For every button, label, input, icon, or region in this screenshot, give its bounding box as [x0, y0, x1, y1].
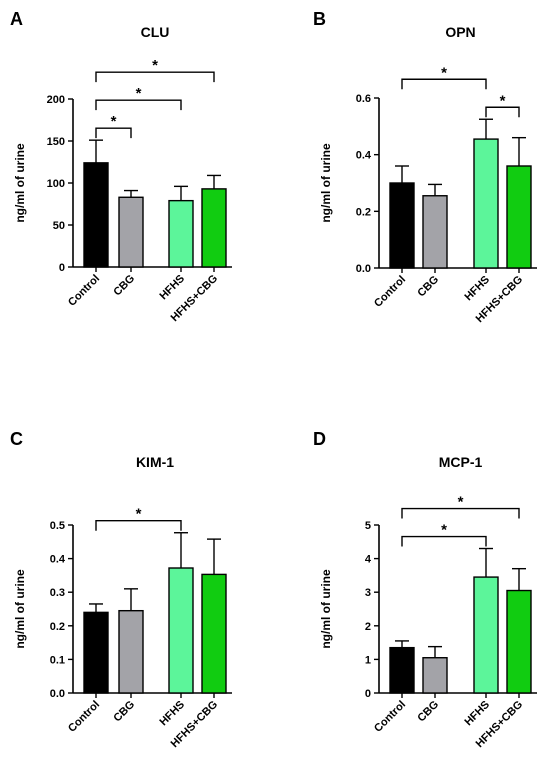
significance-star: * [111, 113, 117, 130]
significance-star: * [500, 92, 506, 109]
y-tick-label: 5 [365, 520, 371, 532]
y-axis-label: ng/ml of urine [13, 143, 27, 223]
bar-cbg [422, 657, 448, 694]
panel-letter: B [313, 9, 326, 29]
x-tick-label: HFHS [462, 699, 492, 729]
bar-control [83, 162, 109, 268]
y-tick-label: 0 [365, 688, 371, 700]
bar-hfhs [168, 567, 194, 694]
significance-bracket [95, 520, 182, 531]
x-tick-label: HFHS [157, 273, 187, 303]
y-tick-label: 4 [365, 554, 372, 566]
significance-star: * [458, 494, 464, 511]
chart-title: OPN [445, 24, 475, 40]
panel-b: B OPN ng/ml of urine 0.0 0.2 0.4 0.6 Control CBG… [313, 9, 537, 325]
y-tick-label: 200 [47, 94, 65, 106]
x-tick-label: CBG [415, 274, 441, 300]
chart-title: CLU [141, 24, 170, 40]
y-tick-label: 0.2 [356, 206, 371, 218]
bar-cbg [118, 609, 144, 694]
significance-star: * [441, 64, 447, 81]
significance-star: * [441, 522, 447, 539]
y-axis-label: ng/ml of urine [319, 143, 333, 223]
significance-star: * [152, 57, 158, 74]
y-tick-label: 0.2 [50, 621, 65, 633]
chart-title: MCP-1 [439, 454, 483, 470]
significance-star: * [136, 85, 142, 102]
x-tick-label: Control [66, 699, 102, 735]
y-tick-label: 1 [365, 654, 371, 666]
bar-hfhs [168, 199, 194, 268]
bar-control [83, 611, 109, 694]
panel-a: A CLU ng/ml of urine 0 50 100 150 200 Control CBG… [10, 9, 232, 324]
panel-letter: D [313, 429, 326, 449]
chart-title: KIM-1 [136, 454, 174, 470]
x-tick-label: Control [372, 274, 408, 310]
x-tick-label: HFHS [462, 274, 492, 304]
y-tick-label: 2 [365, 621, 371, 633]
bar-hfhs-cbg [506, 589, 532, 694]
y-tick-label: 0.5 [50, 520, 65, 532]
significance-bracket [401, 78, 487, 90]
bar-cbg [422, 195, 448, 269]
bar-hfhs-cbg [201, 188, 227, 268]
bar-control [389, 646, 415, 694]
bar-control [389, 182, 415, 269]
x-tick-label: CBG [111, 699, 137, 725]
y-tick-label: 0.1 [50, 654, 65, 666]
x-tick-label: Control [66, 273, 102, 309]
bar-hfhs [473, 138, 499, 269]
y-tick-label: 50 [53, 220, 65, 232]
significance-bracket [401, 535, 487, 547]
significance-star: * [136, 506, 142, 523]
y-tick-label: 0.0 [356, 263, 371, 275]
x-tick-label: Control [372, 699, 408, 735]
y-axis-label: ng/ml of urine [13, 569, 27, 649]
y-tick-label: 0.4 [356, 150, 372, 162]
y-axis-label: ng/ml of urine [319, 569, 333, 649]
panel-letter: C [10, 429, 23, 449]
y-tick-label: 150 [47, 136, 65, 148]
y-tick-label: 3 [365, 587, 371, 599]
significance-bracket [95, 71, 215, 83]
y-tick-label: 0.6 [356, 93, 371, 105]
x-tick-label: CBG [111, 273, 137, 299]
panel-d: D MCP-1 ng/ml of urine 0 1 2 3 4 5 Control CBG HFHS… [313, 429, 537, 750]
significance-bracket [485, 106, 520, 118]
panel-c: C KIM-1 ng/ml of urine 0.0 0.1 0.2 0.3 0.4 0.5 Co… [10, 429, 232, 750]
y-tick-label: 100 [47, 178, 65, 190]
y-tick-label: 0.4 [50, 554, 66, 566]
bar-hfhs-cbg [201, 573, 227, 694]
y-tick-label: 0 [59, 262, 65, 274]
bar-cbg [118, 196, 144, 268]
significance-bracket [95, 99, 182, 111]
y-tick-label: 0.0 [50, 688, 65, 700]
x-tick-label: CBG [415, 699, 441, 725]
significance-bracket [401, 507, 520, 519]
x-tick-label: HFHS [157, 699, 187, 729]
panel-letter: A [10, 9, 23, 29]
bar-hfhs-cbg [506, 165, 532, 269]
significance-bracket [95, 127, 132, 139]
bar-hfhs [473, 576, 499, 694]
y-tick-label: 0.3 [50, 587, 65, 599]
